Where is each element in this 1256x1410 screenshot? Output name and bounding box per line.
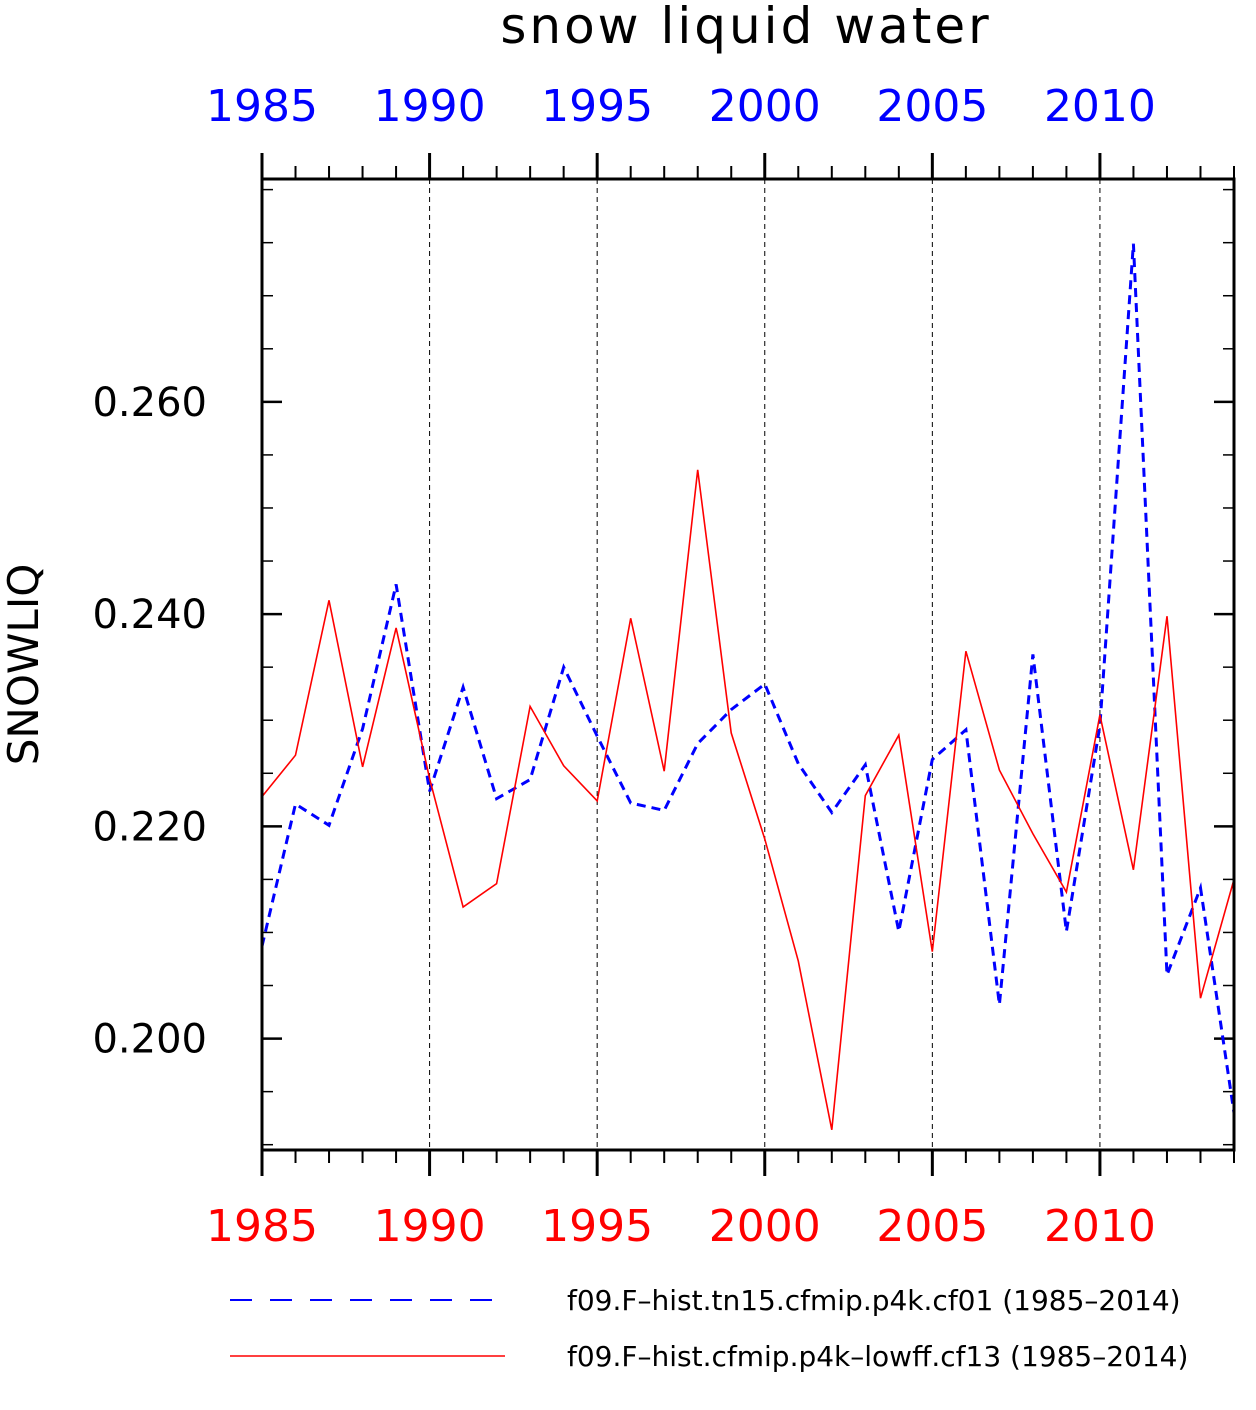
x-tick-label-top-1990: 1990 [374, 81, 486, 132]
series-line-1 [260, 243, 1236, 1114]
x-tick-label-bottom-1990: 1990 [374, 1201, 486, 1252]
x-tick-label-bottom-1985: 1985 [206, 1201, 318, 1252]
plot-frame [260, 177, 1236, 1152]
chart-title: snow liquid water [500, 0, 991, 55]
legend: f09.F–hist.tn15.cfmip.p4k.cf01 (1985–201… [230, 1284, 1188, 1373]
x-tick-label-top-1985: 1985 [206, 81, 318, 132]
x-tick-label-bottom-2005: 2005 [876, 1201, 988, 1252]
y-tick-label-0.200: 0.200 [92, 1017, 207, 1063]
x-tick-label-bottom-2000: 2000 [709, 1201, 821, 1252]
legend-label-1: f09.F–hist.tn15.cfmip.p4k.cf01 (1985–201… [567, 1284, 1181, 1317]
x-tick-label-top-1995: 1995 [541, 81, 653, 132]
legend-label-2: f09.F–hist.cfmip.p4k–lowff.cf13 (1985–20… [567, 1340, 1188, 1373]
y-tick-label-0.240: 0.240 [92, 592, 207, 638]
vertical-grid-lines [429, 179, 1101, 1150]
x-tick-label-top-2010: 2010 [1044, 81, 1156, 132]
series-line-2 [261, 469, 1235, 1130]
y-tick-label-0.220: 0.220 [92, 804, 207, 850]
y-tick-label-0.260: 0.260 [92, 380, 207, 426]
x-tick-label-top-2005: 2005 [876, 81, 988, 132]
x-tick-label-bottom-1995: 1995 [541, 1201, 653, 1252]
x-tick-label-top-2000: 2000 [709, 81, 821, 132]
y-axis-label: SNOWLIQ [0, 564, 48, 766]
axes: 1985 1985 1990 1990 1995 1995 2000 2000 2005 2005… [92, 81, 1235, 1252]
series-lines [260, 243, 1236, 1130]
x-tick-label-bottom-2010: 2010 [1044, 1201, 1156, 1252]
